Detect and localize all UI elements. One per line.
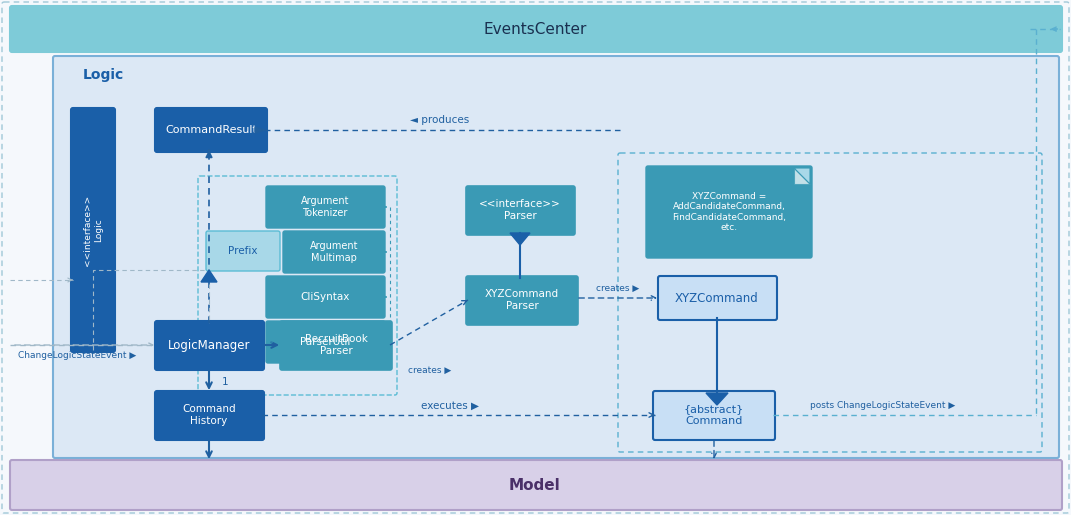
Text: creates ▶: creates ▶ (597, 283, 639, 293)
Text: LogicManager: LogicManager (168, 338, 251, 352)
Polygon shape (794, 168, 810, 184)
FancyBboxPatch shape (10, 6, 1062, 52)
Polygon shape (706, 393, 728, 405)
Text: ChangeLogicStateEvent ▶: ChangeLogicStateEvent ▶ (18, 352, 136, 360)
FancyBboxPatch shape (10, 460, 1062, 510)
FancyBboxPatch shape (653, 391, 775, 440)
Text: Command
History: Command History (182, 404, 236, 426)
Polygon shape (155, 338, 167, 352)
FancyBboxPatch shape (466, 186, 575, 235)
FancyBboxPatch shape (155, 108, 267, 152)
Text: Argument
Tokenizer: Argument Tokenizer (301, 196, 349, 218)
FancyBboxPatch shape (71, 108, 115, 352)
FancyBboxPatch shape (283, 231, 384, 273)
FancyBboxPatch shape (266, 321, 384, 363)
FancyBboxPatch shape (206, 231, 280, 271)
FancyBboxPatch shape (280, 321, 392, 370)
Text: XYZCommand
Parser: XYZCommand Parser (485, 289, 559, 311)
Polygon shape (255, 127, 265, 133)
Polygon shape (201, 270, 217, 282)
Text: {abstract}
Command: {abstract} Command (684, 404, 744, 426)
Text: Logic: Logic (82, 68, 124, 82)
Text: <<interface>>
Parser: <<interface>> Parser (479, 199, 561, 221)
Text: CommandResult: CommandResult (165, 125, 257, 135)
Text: CliSyntax: CliSyntax (300, 292, 350, 302)
FancyBboxPatch shape (52, 56, 1059, 458)
Text: ParserUtil: ParserUtil (300, 337, 350, 347)
Text: <<interface>>
Logic: <<interface>> Logic (84, 194, 103, 266)
Text: Model: Model (509, 477, 561, 492)
Text: Argument
Multimap: Argument Multimap (310, 241, 359, 263)
Polygon shape (510, 233, 530, 245)
Text: 1: 1 (222, 377, 228, 387)
Text: executes ▶: executes ▶ (421, 401, 479, 411)
FancyBboxPatch shape (658, 276, 776, 320)
Text: XYZCommand: XYZCommand (675, 291, 759, 304)
FancyBboxPatch shape (266, 186, 384, 228)
Text: posts ChangeLogicStateEvent ▶: posts ChangeLogicStateEvent ▶ (810, 401, 955, 409)
FancyBboxPatch shape (155, 391, 263, 440)
FancyBboxPatch shape (266, 276, 384, 318)
Text: creates ▶: creates ▶ (408, 366, 452, 374)
Text: EventsCenter: EventsCenter (483, 22, 587, 37)
Text: RecruitBook
Parser: RecruitBook Parser (304, 334, 367, 356)
FancyBboxPatch shape (155, 321, 263, 370)
Text: Prefix: Prefix (228, 246, 258, 256)
FancyBboxPatch shape (466, 276, 578, 325)
Polygon shape (794, 168, 810, 184)
Text: ◄ produces: ◄ produces (410, 115, 469, 125)
FancyBboxPatch shape (646, 166, 812, 258)
Text: XYZCommand =
AddCandidateCommand,
FindCandidateCommand,
etc.: XYZCommand = AddCandidateCommand, FindCa… (672, 192, 786, 232)
